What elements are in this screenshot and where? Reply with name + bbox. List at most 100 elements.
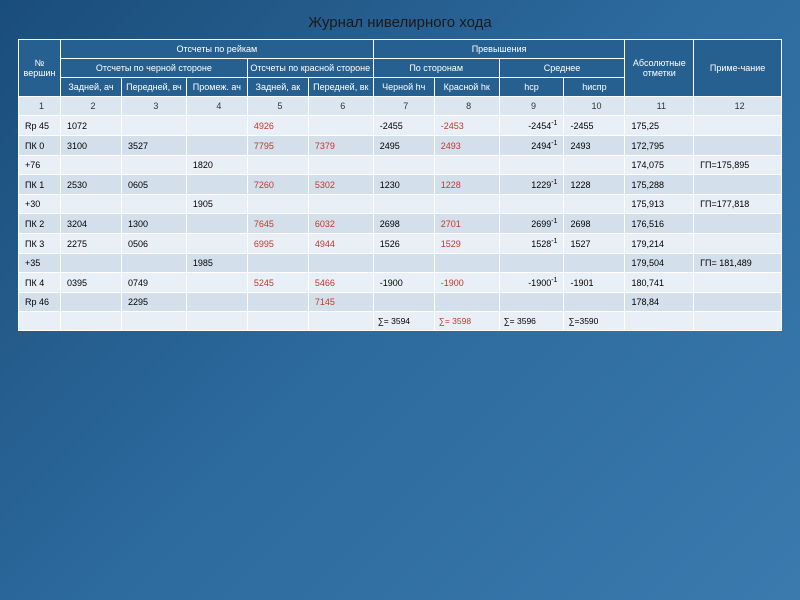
sum-c9: ∑= 3596 bbox=[499, 312, 564, 331]
table-cell: 3204 bbox=[60, 214, 121, 234]
table-cell: 1072 bbox=[60, 116, 121, 136]
table-cell bbox=[60, 254, 121, 273]
table-row: Rp 4622957145178,84 bbox=[19, 293, 782, 312]
table-cell: 2493 bbox=[434, 136, 499, 156]
table-cell: +76 bbox=[19, 156, 61, 175]
col-red-side: Отсчеты по красной стороне bbox=[247, 59, 373, 78]
table-cell: ПК 0 bbox=[19, 136, 61, 156]
table-row: +301905175,913ГП=177,818 bbox=[19, 195, 782, 214]
col-c10: hиспр bbox=[564, 78, 625, 97]
table-cell bbox=[694, 116, 782, 136]
page-title: Журнал нивелирного хода bbox=[18, 8, 782, 39]
column-number: 6 bbox=[308, 97, 373, 116]
table-cell bbox=[60, 156, 121, 175]
table-row: ПК 23204130076456032269827012699-1269817… bbox=[19, 214, 782, 234]
table-cell: 2530 bbox=[60, 175, 121, 195]
table-cell: -1900 bbox=[434, 273, 499, 293]
table-cell bbox=[308, 254, 373, 273]
table-cell: 0749 bbox=[121, 273, 186, 293]
column-number: 1 bbox=[19, 97, 61, 116]
table-cell bbox=[186, 116, 247, 136]
column-number: 11 bbox=[625, 97, 694, 116]
table-cell bbox=[186, 273, 247, 293]
col-average: Среднее bbox=[499, 59, 625, 78]
table-cell bbox=[499, 293, 564, 312]
table-cell bbox=[121, 116, 186, 136]
table-cell: 7260 bbox=[247, 175, 308, 195]
table-cell bbox=[564, 156, 625, 175]
table-cell bbox=[247, 195, 308, 214]
column-number: 10 bbox=[564, 97, 625, 116]
col-c7: Черной hч bbox=[373, 78, 434, 97]
table-cell bbox=[694, 273, 782, 293]
col-vertex-no: № вершин bbox=[19, 40, 61, 97]
table-cell: 7145 bbox=[308, 293, 373, 312]
table-cell: 6032 bbox=[308, 214, 373, 234]
table-cell: Rp 46 bbox=[19, 293, 61, 312]
sum-c7: ∑= 3594 bbox=[373, 312, 434, 331]
column-number: 9 bbox=[499, 97, 564, 116]
table-cell: 2494-1 bbox=[499, 136, 564, 156]
table-cell: 1820 bbox=[186, 156, 247, 175]
table-cell: 179,504 bbox=[625, 254, 694, 273]
table-cell bbox=[694, 234, 782, 254]
table-cell: 1985 bbox=[186, 254, 247, 273]
table-cell bbox=[499, 254, 564, 273]
table-cell: 176,516 bbox=[625, 214, 694, 234]
col-readings: Отсчеты по рейкам bbox=[60, 40, 373, 59]
col-note: Приме-чание bbox=[694, 40, 782, 97]
table-cell: 175,25 bbox=[625, 116, 694, 136]
table-body: 123456789101112Rp 4510724926-2455-2453-2… bbox=[19, 97, 782, 312]
table-cell: -1901 bbox=[564, 273, 625, 293]
col-c2: Задней, ач bbox=[60, 78, 121, 97]
table-cell bbox=[564, 293, 625, 312]
table-cell: 2698 bbox=[564, 214, 625, 234]
table-cell bbox=[186, 136, 247, 156]
table-cell: 4944 bbox=[308, 234, 373, 254]
column-number: 5 bbox=[247, 97, 308, 116]
table-cell: 3527 bbox=[121, 136, 186, 156]
table-cell bbox=[434, 293, 499, 312]
table-cell: -2453 bbox=[434, 116, 499, 136]
table-cell: 1528-1 bbox=[499, 234, 564, 254]
table-cell bbox=[564, 195, 625, 214]
table-cell: -1900-1 bbox=[499, 273, 564, 293]
table-cell bbox=[694, 214, 782, 234]
table-cell bbox=[308, 156, 373, 175]
table-cell: 172,795 bbox=[625, 136, 694, 156]
table-row: ПК 40395074952455466-1900-1900-1900-1-19… bbox=[19, 273, 782, 293]
table-cell bbox=[499, 156, 564, 175]
table-cell: 5302 bbox=[308, 175, 373, 195]
table-cell: 1228 bbox=[434, 175, 499, 195]
table-cell: -2455 bbox=[373, 116, 434, 136]
col-abs-marks: Абсолютные отметки bbox=[625, 40, 694, 97]
table-cell bbox=[308, 195, 373, 214]
table-cell: 2699-1 bbox=[499, 214, 564, 234]
table-cell bbox=[121, 156, 186, 175]
column-numbers-row: 123456789101112 bbox=[19, 97, 782, 116]
table-row: +351985179,504ГП= 181,489 bbox=[19, 254, 782, 273]
table-cell: ПК 1 bbox=[19, 175, 61, 195]
table-cell bbox=[373, 195, 434, 214]
table-cell: 0395 bbox=[60, 273, 121, 293]
col-c8: Красной hк bbox=[434, 78, 499, 97]
table-cell bbox=[434, 195, 499, 214]
col-c6: Передней, вк bbox=[308, 78, 373, 97]
table-cell: -2454-1 bbox=[499, 116, 564, 136]
col-c3: Передней, вч bbox=[121, 78, 186, 97]
table-cell: 5466 bbox=[308, 273, 373, 293]
table-cell bbox=[186, 293, 247, 312]
table-row: ПК 03100352777957379249524932494-1249317… bbox=[19, 136, 782, 156]
table-cell: 2295 bbox=[121, 293, 186, 312]
column-number: 2 bbox=[60, 97, 121, 116]
table-cell bbox=[434, 156, 499, 175]
table-cell: 1228 bbox=[564, 175, 625, 195]
table-cell bbox=[247, 254, 308, 273]
table-cell bbox=[186, 214, 247, 234]
table-cell: 180,741 bbox=[625, 273, 694, 293]
table-cell bbox=[564, 254, 625, 273]
column-number: 12 bbox=[694, 97, 782, 116]
column-number: 4 bbox=[186, 97, 247, 116]
col-c9: hср bbox=[499, 78, 564, 97]
table-cell: +30 bbox=[19, 195, 61, 214]
